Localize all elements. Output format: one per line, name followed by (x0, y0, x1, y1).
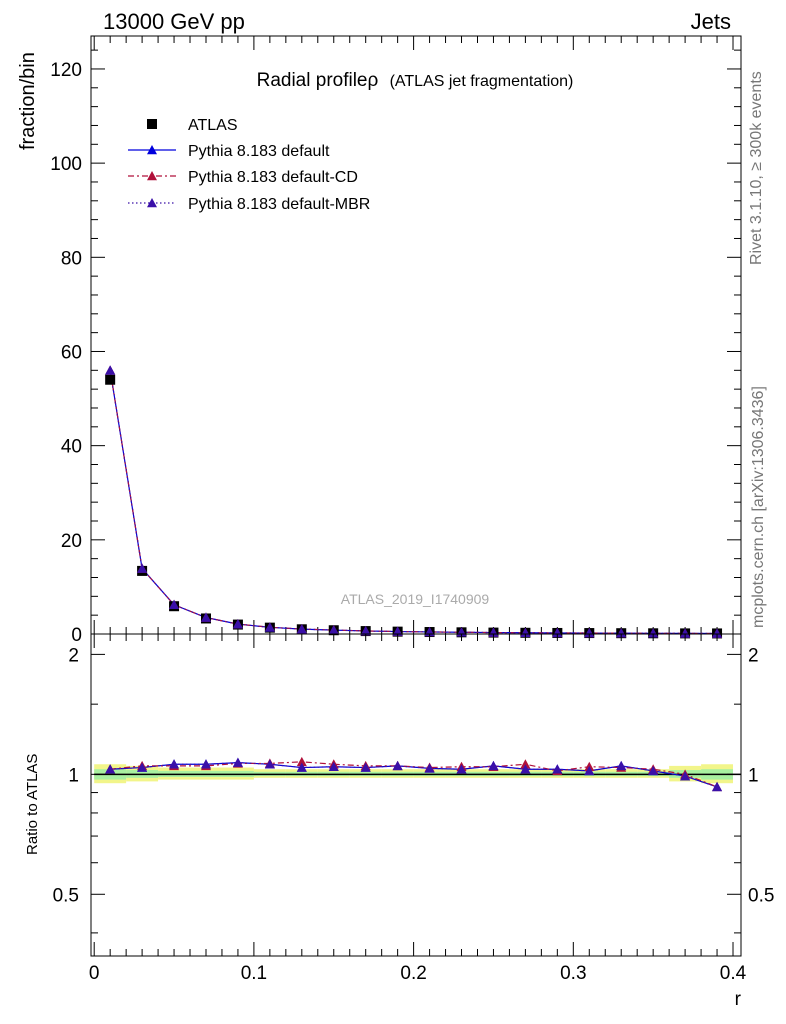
legend-marker (147, 145, 157, 155)
mc-data-point (584, 628, 595, 638)
ratio-data-point (392, 760, 403, 771)
mc-data-point (360, 625, 371, 636)
ratio-data-point (584, 765, 595, 776)
mc-data-point (712, 628, 723, 638)
x-tick-label: 0.2 (400, 963, 426, 984)
ratio-data-point (616, 760, 627, 771)
x-tick-label: 0.4 (720, 963, 747, 984)
legend-label: Pythia 8.183 default (188, 143, 330, 160)
ratio-panel-frame (90, 633, 742, 957)
ratio-data-point (105, 764, 116, 774)
ratio-data-point (232, 757, 243, 767)
legend-label: ATLAS (188, 117, 238, 134)
main-title-main: Radial profileρ (257, 70, 379, 91)
ratio-data-point (200, 759, 211, 769)
header-energy-label: 13000 GeV pp (103, 9, 245, 34)
ratio-data-point (424, 763, 435, 773)
ratio-panel: 0.5 0.5 1 1 2 2 0 0.1 0.2 0.3 0.4 (53, 633, 775, 984)
x-axis-title: r (735, 989, 742, 1010)
legend-label: Pythia 8.183 default-CD (188, 169, 358, 186)
main-y-tick-label: 100 (50, 154, 82, 175)
mc-data-point (616, 628, 627, 638)
legend-marker-atlas (147, 119, 157, 129)
mc-data-point (200, 612, 211, 622)
main-panel-title: Radial profileρ (ATLAS jet fragmentation… (257, 70, 574, 91)
ratio-data-point (520, 764, 531, 774)
ratio-y-axis-title: Ratio to ATLAS (24, 754, 41, 855)
ratio-data-point (296, 756, 307, 767)
ratio-y-tick-label: 1 (68, 765, 79, 786)
ratio-data-point (328, 761, 339, 771)
ratio-panel-ticks (91, 634, 741, 956)
rivet-version-label: Rivet 3.1.10, ≥ 300k events (748, 71, 765, 265)
main-y-tick-label: 40 (61, 437, 82, 458)
mc-data-point (520, 627, 531, 637)
ratio-data-point (680, 771, 691, 781)
main-y-axis-title: fraction/bin (17, 52, 39, 150)
ratio-data-point (456, 764, 467, 774)
ratio-y-tick-label-right: 1 (748, 765, 759, 786)
mc-data-point (680, 628, 691, 638)
ratio-data-point (520, 759, 531, 769)
ratio-data-point (552, 764, 563, 774)
mc-data-point (105, 365, 116, 375)
ratio-data-point (712, 781, 723, 792)
x-tick-label: 0.1 (241, 963, 267, 984)
ratio-data-point (264, 759, 275, 769)
legend-marker (147, 198, 157, 208)
ratio-y-tick-label-right: 0.5 (748, 885, 774, 906)
ratio-y-tick-label: 2 (68, 645, 79, 666)
mc-data-point (264, 622, 275, 632)
atlas-data-point (105, 374, 116, 385)
legend-label: Pythia 8.183 default-MBR (188, 196, 370, 213)
main-y-tick-label: 60 (61, 342, 82, 363)
mc-data-point (648, 628, 659, 638)
main-y-tick-label: 80 (61, 248, 82, 269)
header-process-label: Jets (691, 9, 731, 34)
main-title-sub: (ATLAS jet fragmentation) (390, 73, 574, 90)
ratio-y-tick-label-right: 2 (748, 645, 759, 666)
ratio-data-point (648, 765, 659, 776)
analysis-watermark: ATLAS_2019_I1740909 (341, 591, 490, 607)
main-panel: 0 20 40 60 80 100 120 Radial profileρ (ATLAS j… (50, 35, 742, 646)
ratio-series-line (110, 761, 718, 788)
legend-marker (147, 171, 157, 181)
ratio-data-point (488, 760, 499, 771)
ratio-y-tick-label: 0.5 (53, 885, 79, 906)
main-series-group (105, 365, 723, 639)
main-series-line (109, 370, 718, 635)
ratio-y-tick-labels: 0.5 0.5 1 1 2 2 (53, 645, 775, 906)
mc-data-point (296, 624, 307, 634)
main-y-tick-label: 20 (61, 531, 82, 552)
ratio-data-point (169, 759, 180, 769)
x-tick-label: 0.3 (560, 963, 586, 984)
x-tick-label: 0 (89, 963, 100, 984)
ratio-data-point (296, 762, 307, 772)
mc-data-point (232, 619, 243, 629)
mc-data-point (392, 626, 403, 636)
ratio-series-group (105, 756, 723, 792)
mc-data-point (552, 627, 563, 638)
ratio-data-point (137, 762, 148, 772)
mc-data-point (328, 625, 339, 635)
main-y-tick-labels: 0 20 40 60 80 100 120 (50, 60, 82, 646)
ratio-data-point (360, 762, 371, 772)
mcplots-credit-label: mcplots.cern.ch [arXiv:1306.3436] (750, 386, 767, 628)
ratio-series-line (110, 762, 718, 788)
mc-data-point (169, 599, 180, 610)
x-tick-labels: 0 0.1 0.2 0.3 0.4 (89, 963, 747, 984)
main-y-tick-label: 120 (50, 60, 82, 81)
main-y-tick-label: 0 (71, 625, 82, 646)
legend: ATLAS Pythia 8.183 default Pythia 8.183 de… (128, 117, 370, 213)
mc-data-point (137, 563, 148, 573)
